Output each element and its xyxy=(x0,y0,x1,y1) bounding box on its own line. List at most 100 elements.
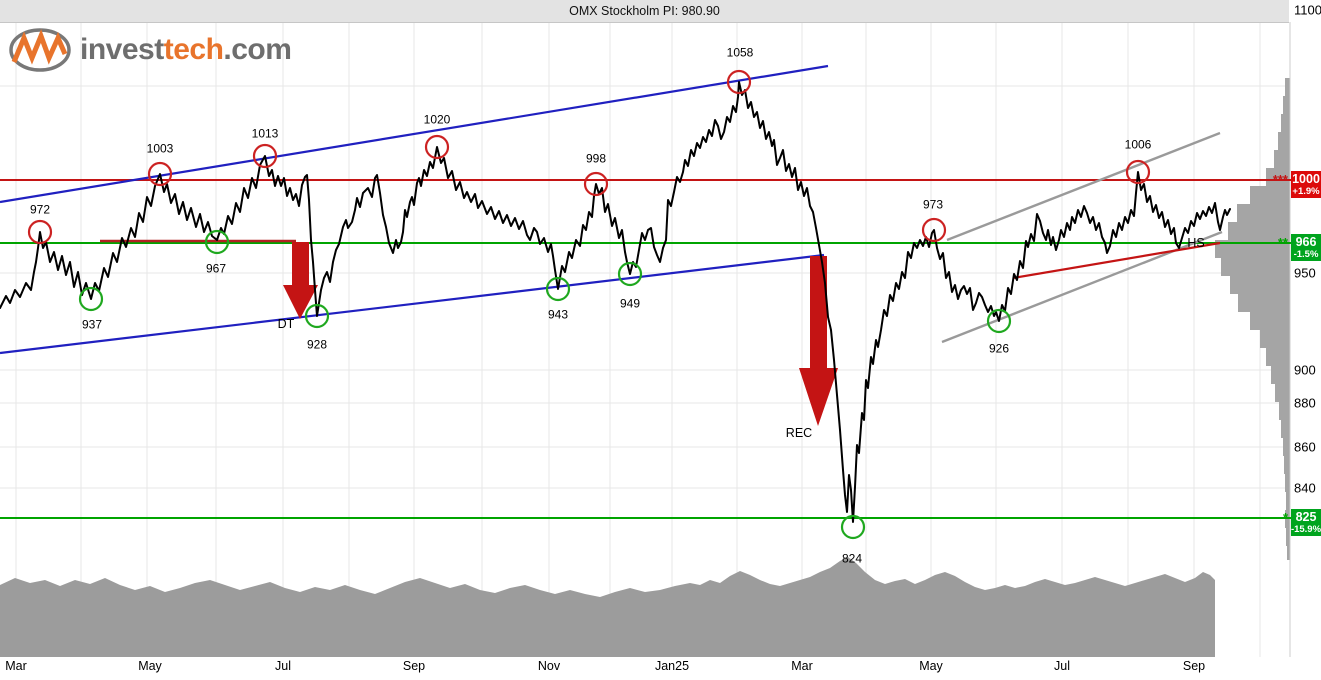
double-top-arrow xyxy=(283,242,318,319)
support-badge xyxy=(1291,234,1321,261)
volume-by-price-bar xyxy=(1287,546,1290,560)
investtech-logo-icon xyxy=(9,28,71,72)
logo-com: .com xyxy=(223,33,292,66)
support-stars: ** xyxy=(1278,235,1289,250)
logo-wordmark: investtech.com xyxy=(80,33,292,67)
volume-by-price-bar xyxy=(1250,186,1290,204)
peak-label: 972 xyxy=(30,203,50,217)
y-axis-label: 880 xyxy=(1294,396,1316,411)
logo-invest: invest xyxy=(80,33,164,66)
peak-label: 1003 xyxy=(147,142,174,156)
peak-label: 1020 xyxy=(424,113,451,127)
trough-circle xyxy=(304,303,330,329)
title-bar: OMX Stockholm PI: 980.90 xyxy=(0,0,1289,23)
volume-by-price-bar xyxy=(1238,294,1290,312)
support-badge xyxy=(1291,509,1321,536)
peak-circle xyxy=(1125,159,1151,185)
volume-by-price-bar xyxy=(1283,96,1290,114)
volume-by-price-bar xyxy=(1250,312,1290,330)
peak-circle xyxy=(726,69,752,95)
peak-circle xyxy=(921,217,947,243)
peak-label: 1006 xyxy=(1125,138,1152,152)
trough-label: 943 xyxy=(548,308,568,322)
volume-by-price-bar xyxy=(1285,78,1290,96)
gray-channel-upper xyxy=(946,131,1221,242)
annotation-hs: HS xyxy=(1187,236,1204,250)
trough-label: 926 xyxy=(989,342,1009,356)
support-badge-percent: -1.5% xyxy=(1294,249,1319,260)
volume-by-price-bar xyxy=(1215,240,1290,258)
volume-by-price-bar xyxy=(1285,474,1290,492)
trough-circle xyxy=(986,308,1012,334)
peak-label: 1013 xyxy=(252,127,279,141)
x-axis-label: Sep xyxy=(1183,659,1205,673)
investtech-logo: investtech.com xyxy=(8,26,292,74)
volume-by-price-bar xyxy=(1283,438,1290,456)
volume-by-price-bar xyxy=(1286,528,1290,546)
volume-by-price-bar xyxy=(1221,258,1290,276)
rectangle-breakdown-arrow xyxy=(799,256,838,426)
peak-circle xyxy=(27,219,53,245)
volume-by-price-bar xyxy=(1271,366,1290,384)
support-badge-price: 825 xyxy=(1296,510,1317,524)
red-trendline xyxy=(1012,241,1221,280)
x-axis-label: Jan25 xyxy=(655,659,689,673)
support-stars: * xyxy=(1283,510,1289,525)
peak-circle xyxy=(424,134,450,160)
trough-circle xyxy=(204,229,230,255)
support-badge-percent: -15.9% xyxy=(1291,524,1321,535)
trough-circle xyxy=(78,286,104,312)
trough-label: 928 xyxy=(307,338,327,352)
volume-by-price-bar xyxy=(1230,276,1290,294)
volume-by-price-bar xyxy=(1278,132,1290,150)
gray-channel-lower xyxy=(941,230,1223,344)
x-axis-label: Jul xyxy=(1054,659,1070,673)
peak-circle xyxy=(252,143,278,169)
volume-by-price-bar xyxy=(1260,330,1290,348)
resistance-badge xyxy=(1291,171,1321,198)
y-axis-label: 900 xyxy=(1294,363,1316,378)
x-axis-label: May xyxy=(138,659,162,673)
peak-label: 973 xyxy=(923,198,943,212)
peak-circle xyxy=(147,161,173,187)
trough-label: 967 xyxy=(206,262,226,276)
chart-title: OMX Stockholm PI: 980.90 xyxy=(569,4,720,18)
volume-by-price-bar xyxy=(1279,402,1290,420)
blue-channel-lower xyxy=(0,253,825,355)
price-line xyxy=(0,81,1231,523)
resistance-badge-percent: +1.9% xyxy=(1292,186,1320,197)
x-axis-label: Sep xyxy=(403,659,425,673)
annotation-rec: REC xyxy=(786,426,812,440)
volume-area xyxy=(0,557,1215,657)
resistance-badge-price: 1000 xyxy=(1292,172,1320,186)
volume-by-price-bar xyxy=(1274,150,1290,168)
volume-by-price-bar xyxy=(1266,348,1290,366)
x-axis-label: Jul xyxy=(275,659,291,673)
trough-circle xyxy=(545,276,571,302)
trough-label: 824 xyxy=(842,552,862,566)
volume-by-price-bar xyxy=(1281,420,1290,438)
blue-channel-upper xyxy=(0,64,829,204)
volume-by-price-bar xyxy=(1281,114,1290,132)
trough-label: 937 xyxy=(82,318,102,332)
y-axis-label: 950 xyxy=(1294,266,1316,281)
y-axis-label: 860 xyxy=(1294,440,1316,455)
peak-label: 1058 xyxy=(727,46,754,60)
volume-by-price-bar xyxy=(1275,384,1290,402)
volume-by-price-bar xyxy=(1228,222,1290,240)
y-axis-label: 1100 xyxy=(1294,3,1321,18)
logo-tech: tech xyxy=(163,33,224,66)
x-axis-label: Mar xyxy=(791,659,813,673)
x-axis-label: May xyxy=(919,659,943,673)
volume-by-price-bar xyxy=(1284,456,1290,474)
y-axis-label: 840 xyxy=(1294,481,1316,496)
trough-label: 949 xyxy=(620,297,640,311)
support-badge-price: 966 xyxy=(1296,235,1317,249)
volume-by-price-bar xyxy=(1266,168,1290,186)
peak-label: 998 xyxy=(586,152,606,166)
volume-by-price-bar xyxy=(1237,204,1290,222)
x-axis-label: Mar xyxy=(5,659,27,673)
peak-circle xyxy=(583,171,609,197)
trough-circle xyxy=(840,514,866,540)
